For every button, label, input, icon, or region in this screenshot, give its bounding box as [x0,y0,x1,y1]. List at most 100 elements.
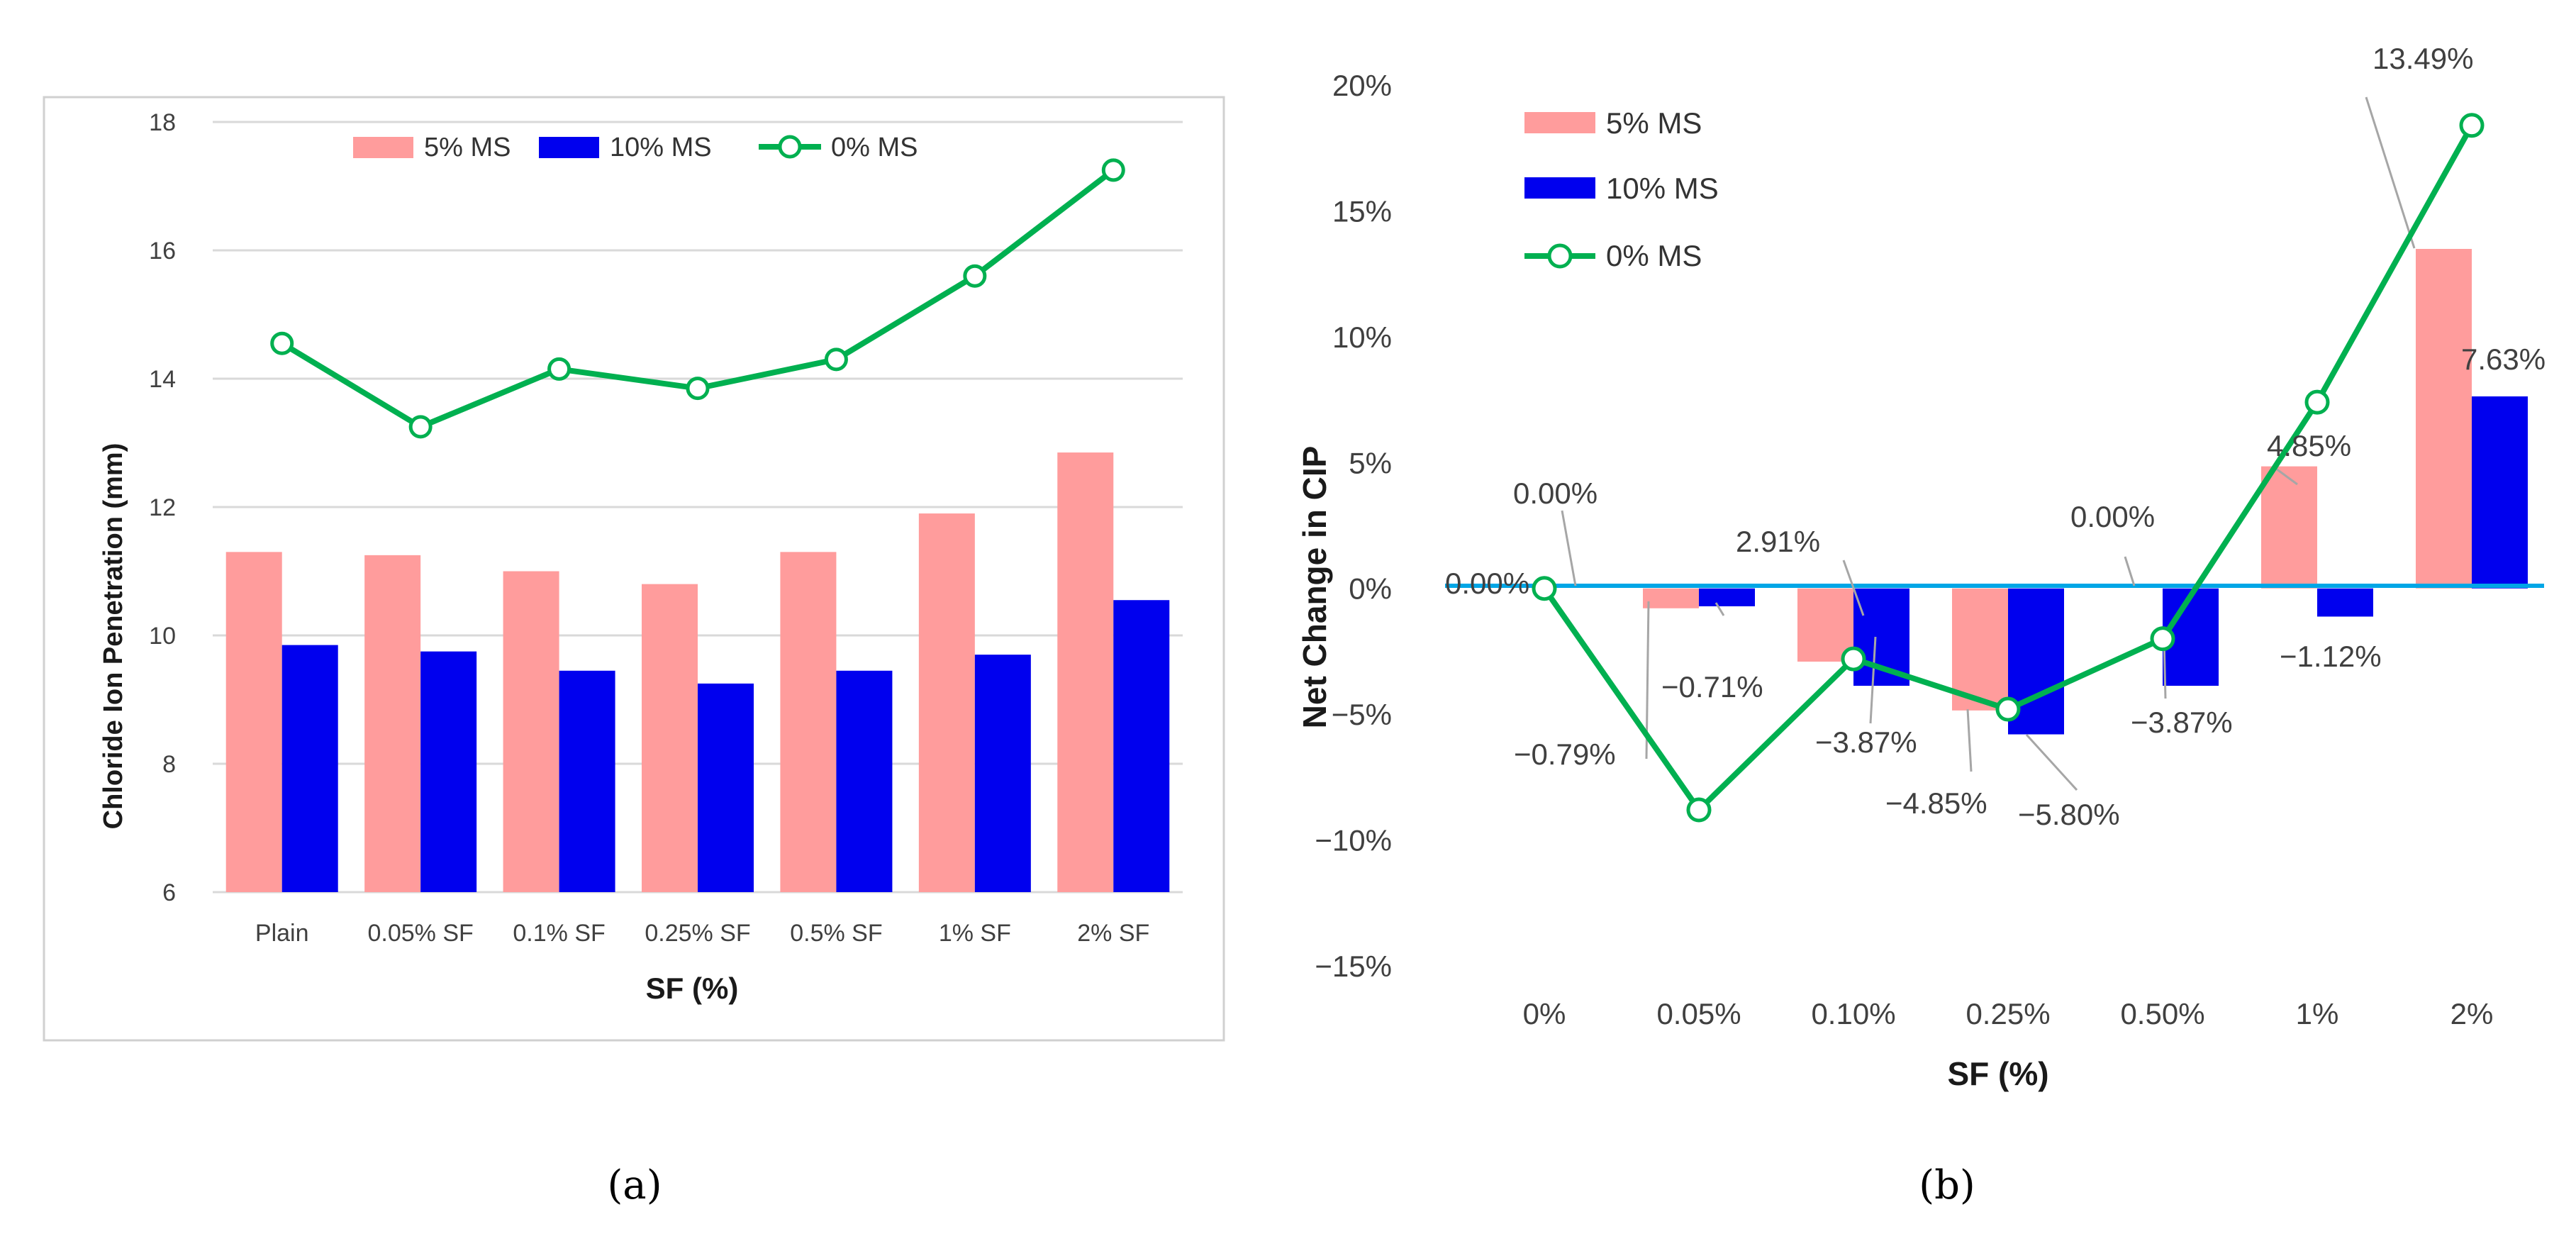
chart-b-data-label: −5.80% [2018,798,2120,831]
legend-a-label-5ms: 5% MS [424,133,511,162]
chart-a-bar-10ms [559,670,615,892]
chart-a-line-series [270,158,1125,439]
chart-panel-a: 6 8 10 12 14 16 18 Plain 0.05% SF 0.1% SF 0.25% S… [43,96,1225,1042]
chart-a-bar-5ms [642,584,698,892]
legend-a-swatch-5ms [353,137,413,158]
chart-b-annotation-leader [1966,708,1973,772]
chart-b-annotation-leaders [1561,96,2416,791]
chart-b-y-tick-label: 15% [1332,194,1392,228]
chart-b-annotation-leader [2365,96,2416,249]
chart-b-point-0ms [2459,113,2485,138]
chart-a-x-tick-label: 1% SF [939,920,1011,947]
chart-a-bar-10ms [281,645,338,892]
chart-b-x-tick-label: 0.05% [1656,997,1741,1030]
chart-b-annotation-leader [1714,602,1725,616]
chart-a-bar-10ms [974,655,1031,892]
chart-b-data-label: −4.85% [1885,786,1987,820]
chart-b-y-axis-title: Net Change in CIP [1296,446,1333,729]
chart-b-annotation-leader [1561,510,1577,586]
chart-b-legend: 5% MS 10% MS 0% MS [1524,106,1719,272]
chart-b-bar-10ms [2472,396,2528,589]
chart-b-x-tick-label: 0.50% [2120,997,2204,1030]
chart-b-bar-5ms [1643,588,1699,608]
chart-a-point-0ms [547,357,571,381]
chart-a-bar-10ms [1113,600,1170,892]
chart-b-annotation-leader [2124,556,2136,586]
chart-a-bar-5ms [918,513,975,892]
legend-b-label-5ms: 5% MS [1606,106,1702,140]
legend-b-label-10ms: 10% MS [1606,172,1719,205]
chart-a-y-tick-label: 18 [149,109,176,136]
chart-a-bars [225,452,1170,892]
chart-a-point-0ms [270,331,294,355]
legend-a-label-10ms: 10% MS [610,133,712,162]
chart-b-y-tick-label: −15% [1315,950,1392,983]
chart-a-bar-10ms [836,670,893,892]
chart-a-x-tick-label: Plain [255,920,309,947]
legend-a-label-0ms: 0% MS [831,133,918,162]
chart-b-y-tick-label: 0% [1349,572,1392,606]
chart-a-point-0ms [1101,158,1125,182]
chart-b-data-label: −3.87% [1815,725,1917,759]
chart-a-bar-5ms [780,552,837,892]
chart-b-y-tick-labels: −15% −10% −5% 0% 5% 10% 15% 20% [1315,69,1392,983]
chart-a-y-tick-label: 6 [162,879,176,906]
chart-b-data-label: 13.49% [2373,42,2473,75]
chart-b-data-label: −1.12% [2280,640,2382,673]
chart-a-legend: 5% MS 10% MS 0% MS [353,133,918,162]
chart-a-x-axis-title: SF (%) [646,972,739,1005]
chart-a-bar-5ms [1057,452,1114,892]
chart-a-bar-10ms [698,683,754,892]
chart-b-data-label: 0.00% [1445,567,1529,600]
chart-b-bar-10ms [1699,588,1755,606]
chart-b-data-label: 4.85% [2267,429,2351,462]
chart-b-data-label: 7.63% [2461,343,2546,376]
chart-a-point-0ms [408,415,433,439]
chart-a-y-tick-label: 16 [149,238,176,265]
chart-b-annotation-leader [1842,560,1865,616]
legend-b-label-0ms: 0% MS [1606,239,1702,272]
chart-b-data-label: 2.91% [1736,525,1820,558]
chart-a-bar-5ms [225,552,282,892]
chart-a-frame [43,96,1225,1042]
legend-a-marker-0ms [778,135,802,159]
chart-b-data-label: −0.79% [1514,738,1616,771]
chart-b-y-tick-label: 5% [1349,446,1392,479]
chart-b-annotation-leader [2025,733,2078,791]
chart-b-x-tick-label: 2% [2450,997,2494,1030]
chart-b-x-tick-labels: 0% 0.05% 0.10% 0.25% 0.50% 1% 2% [1523,997,2494,1030]
chart-a-bar-5ms [364,555,421,892]
chart-b-y-tick-label: −10% [1315,824,1392,857]
chart-b-x-tick-label: 0% [1523,997,1566,1030]
chart-b-point-0ms [2150,626,2175,652]
chart-b-bar-10ms [1853,588,1909,686]
chart-a-bar-10ms [420,651,477,892]
chart-b-data-label: 0.00% [1513,477,1598,510]
chart-b-line-series [1532,113,2485,823]
legend-a-swatch-10ms [539,137,599,158]
chart-b-bars [1643,249,2528,735]
panel-a-caption: (a) [607,1162,662,1208]
chart-a-point-0ms [963,264,987,288]
chart-a-y-axis-title: Chloride Ion Penetration (mm) [99,443,128,830]
chart-a-x-tick-label: 0.25% SF [645,920,750,947]
chart-b-point-0ms [1995,696,2021,722]
chart-b-y-tick-label: 10% [1332,321,1392,354]
chart-a-y-tick-label: 10 [149,623,176,650]
chart-b-bar-5ms [1952,588,2008,711]
chart-b-point-0ms [1686,797,1712,823]
chart-b-annotation-leader [2273,465,2298,486]
chart-b-bar-10ms [2317,588,2373,617]
chart-a-y-tick-labels: 6 8 10 12 14 16 18 [149,109,176,906]
panel-b-caption: (b) [1919,1162,1975,1208]
legend-b-swatch-5ms [1524,112,1595,133]
legend-b-swatch-10ms [1524,177,1595,199]
chart-a-x-tick-label: 0.1% SF [513,920,605,947]
chart-b-y-tick-label: −5% [1332,698,1392,731]
chart-b-annotations: 0.00%0.00%−0.79%−0.71%2.91%−3.87%−4.85% −… [1445,42,2546,831]
chart-b-bar-5ms [1797,588,1853,662]
chart-b-bar-5ms [2261,466,2317,589]
chart-b-point-0ms [2304,389,2330,415]
chart-b-point-0ms [1532,576,1557,601]
